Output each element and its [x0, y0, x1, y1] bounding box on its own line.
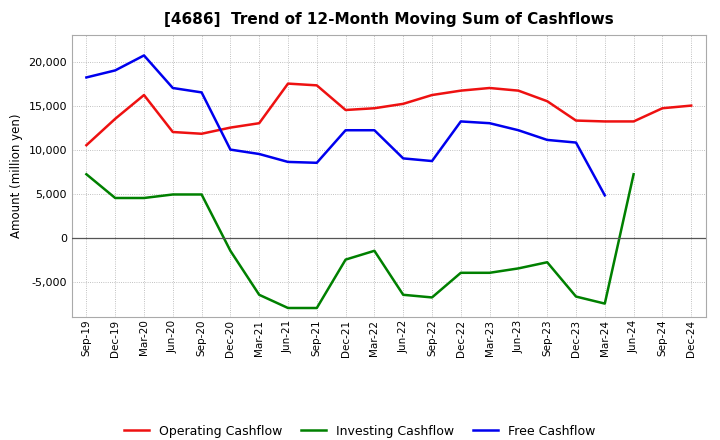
- Free Cashflow: [111, 68, 120, 73]
- Operating Cashflow: [572, 118, 580, 123]
- Operating Cashflow: [600, 119, 609, 124]
- Line: Investing Cashflow: Investing Cashflow: [86, 174, 634, 308]
- Free Cashflow: [341, 128, 350, 133]
- Operating Cashflow: [687, 103, 696, 108]
- Operating Cashflow: [341, 107, 350, 113]
- Investing Cashflow: [341, 257, 350, 262]
- Operating Cashflow: [197, 131, 206, 136]
- Free Cashflow: [140, 53, 148, 58]
- Investing Cashflow: [543, 260, 552, 265]
- Operating Cashflow: [111, 116, 120, 121]
- Investing Cashflow: [399, 292, 408, 297]
- Free Cashflow: [543, 137, 552, 143]
- Free Cashflow: [485, 121, 494, 126]
- Title: [4686]  Trend of 12-Month Moving Sum of Cashflows: [4686] Trend of 12-Month Moving Sum of C…: [164, 12, 613, 27]
- Free Cashflow: [255, 151, 264, 157]
- Investing Cashflow: [629, 172, 638, 177]
- Investing Cashflow: [428, 295, 436, 300]
- Free Cashflow: [197, 90, 206, 95]
- Free Cashflow: [658, 41, 667, 47]
- Investing Cashflow: [226, 248, 235, 253]
- Operating Cashflow: [485, 85, 494, 91]
- Operating Cashflow: [255, 121, 264, 126]
- Investing Cashflow: [485, 270, 494, 275]
- Free Cashflow: [514, 128, 523, 133]
- Operating Cashflow: [284, 81, 292, 86]
- Free Cashflow: [226, 147, 235, 152]
- Investing Cashflow: [255, 292, 264, 297]
- Operating Cashflow: [629, 119, 638, 124]
- Operating Cashflow: [82, 143, 91, 148]
- Investing Cashflow: [600, 301, 609, 306]
- Investing Cashflow: [456, 270, 465, 275]
- Free Cashflow: [168, 85, 177, 91]
- Free Cashflow: [600, 193, 609, 198]
- Investing Cashflow: [168, 192, 177, 197]
- Operating Cashflow: [658, 106, 667, 111]
- Line: Operating Cashflow: Operating Cashflow: [86, 84, 691, 145]
- Operating Cashflow: [514, 88, 523, 93]
- Free Cashflow: [370, 128, 379, 133]
- Operating Cashflow: [399, 101, 408, 106]
- Free Cashflow: [312, 160, 321, 165]
- Operating Cashflow: [168, 129, 177, 135]
- Line: Free Cashflow: Free Cashflow: [86, 44, 662, 195]
- Free Cashflow: [399, 156, 408, 161]
- Legend: Operating Cashflow, Investing Cashflow, Free Cashflow: Operating Cashflow, Investing Cashflow, …: [120, 420, 600, 440]
- Operating Cashflow: [370, 106, 379, 111]
- Investing Cashflow: [82, 172, 91, 177]
- Investing Cashflow: [370, 248, 379, 253]
- Free Cashflow: [284, 159, 292, 165]
- Investing Cashflow: [140, 195, 148, 201]
- Investing Cashflow: [312, 305, 321, 311]
- Operating Cashflow: [456, 88, 465, 93]
- Free Cashflow: [456, 119, 465, 124]
- Operating Cashflow: [312, 83, 321, 88]
- Investing Cashflow: [111, 195, 120, 201]
- Free Cashflow: [428, 158, 436, 164]
- Operating Cashflow: [428, 92, 436, 98]
- Investing Cashflow: [572, 294, 580, 299]
- Investing Cashflow: [197, 192, 206, 197]
- Free Cashflow: [82, 75, 91, 80]
- Y-axis label: Amount (million yen): Amount (million yen): [10, 114, 23, 238]
- Operating Cashflow: [140, 92, 148, 98]
- Free Cashflow: [572, 140, 580, 145]
- Operating Cashflow: [226, 125, 235, 130]
- Operating Cashflow: [543, 99, 552, 104]
- Investing Cashflow: [284, 305, 292, 311]
- Investing Cashflow: [514, 266, 523, 271]
